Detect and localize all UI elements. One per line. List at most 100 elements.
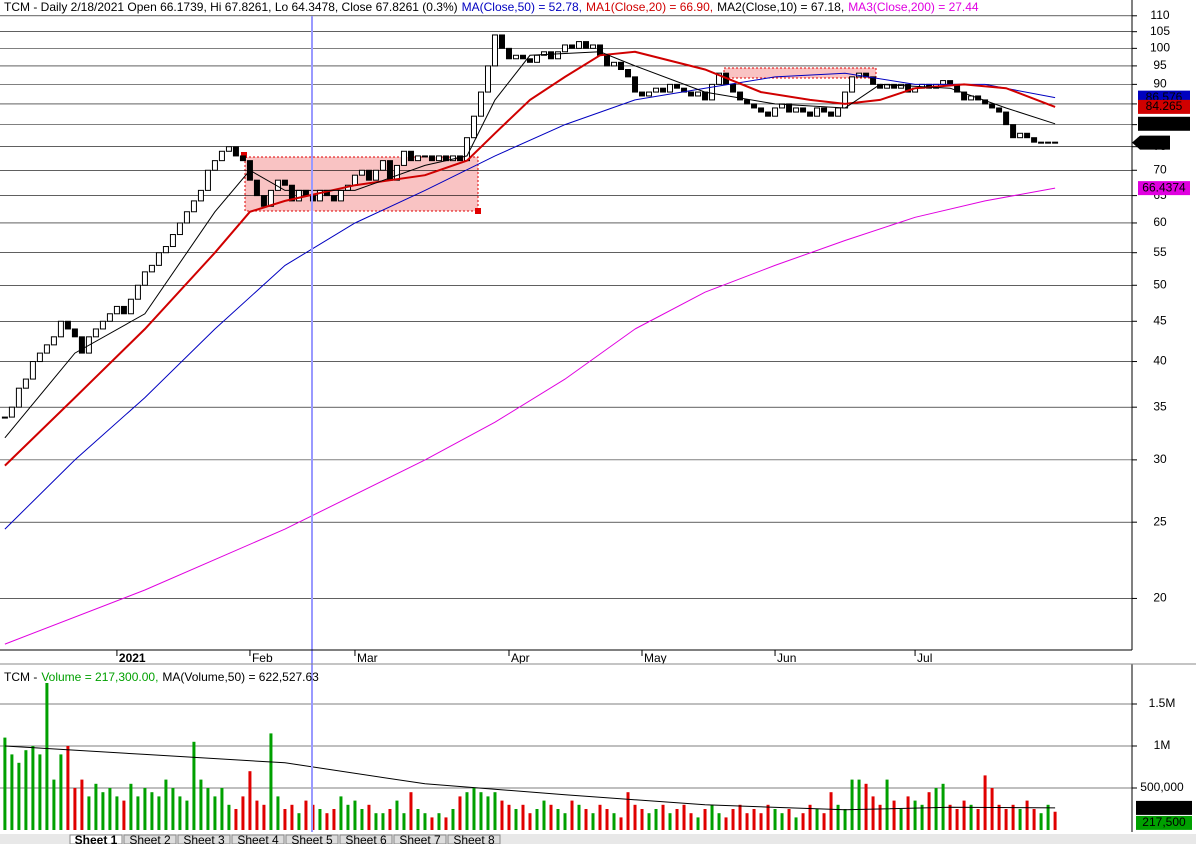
volume-bar xyxy=(465,792,469,830)
volume-bar xyxy=(514,809,518,830)
volume-bar xyxy=(612,813,616,830)
candle xyxy=(667,83,674,93)
legend-entry: Volume = 217,300.00, xyxy=(41,670,158,684)
volume-bar xyxy=(59,754,63,830)
candle xyxy=(211,160,218,171)
volume-bar xyxy=(759,813,763,830)
candle xyxy=(239,155,246,162)
candle xyxy=(653,87,660,93)
candle xyxy=(204,169,211,191)
volume-bar xyxy=(66,746,70,830)
volume-bar xyxy=(584,809,588,830)
candle xyxy=(758,107,765,113)
candle xyxy=(491,34,498,67)
candle xyxy=(288,184,295,202)
volume-bar xyxy=(178,796,182,830)
candle xyxy=(190,200,197,213)
volume-bar xyxy=(696,817,700,830)
candle xyxy=(463,137,470,162)
sheet-tab[interactable] xyxy=(231,834,285,844)
x-tick-label: Feb xyxy=(252,651,273,665)
legend-entry: MA(Volume,50) = 622,527.63 xyxy=(162,670,319,684)
candle xyxy=(358,169,365,176)
sheet-tab-label: Sheet 1 xyxy=(75,833,118,844)
volume-bar xyxy=(1018,809,1022,830)
volume-bar xyxy=(31,746,35,830)
volume-bar xyxy=(948,804,952,830)
volume-bar xyxy=(381,813,385,830)
box-handle xyxy=(241,152,247,158)
volume-bar xyxy=(542,800,546,830)
sheet-tab[interactable] xyxy=(447,834,501,844)
candle xyxy=(849,76,856,93)
volume-bar xyxy=(773,809,777,830)
volume-bar xyxy=(360,809,364,830)
candle xyxy=(281,179,288,186)
tab-bar xyxy=(0,834,1196,844)
candle xyxy=(828,111,835,117)
sheet-tab[interactable] xyxy=(339,834,393,844)
close-value-tag: 75.9 xyxy=(1143,135,1167,149)
candle xyxy=(428,155,435,162)
y-tick-label: 105 xyxy=(1150,24,1170,38)
candle xyxy=(71,328,78,338)
volume-bar xyxy=(73,788,77,830)
candle xyxy=(8,406,15,418)
sheet-tab[interactable] xyxy=(393,834,447,844)
volume-bar xyxy=(717,813,721,830)
volume-bar xyxy=(850,779,854,830)
candle xyxy=(176,222,183,236)
volume-bar xyxy=(367,804,371,830)
candle xyxy=(15,387,22,408)
close-tag-bg xyxy=(1132,135,1170,150)
volume-bar xyxy=(304,800,308,830)
sheet-tab[interactable] xyxy=(177,834,231,844)
y-tick-label: 95 xyxy=(1153,58,1167,72)
volume-bar xyxy=(815,809,819,830)
candle xyxy=(183,211,190,224)
volume-bar xyxy=(962,800,966,830)
candle xyxy=(127,298,134,315)
volume-bar xyxy=(605,809,609,830)
candle xyxy=(674,83,681,89)
volume-bar xyxy=(892,800,896,830)
volume-bar xyxy=(794,817,798,830)
sheet-tab[interactable] xyxy=(69,834,123,844)
volume-bar xyxy=(213,796,217,830)
volume-bar xyxy=(423,813,427,830)
candle xyxy=(253,179,260,197)
volume-bar xyxy=(577,804,581,830)
candle xyxy=(1,416,8,419)
volume-bar xyxy=(843,809,847,830)
candle xyxy=(744,99,751,105)
volume-bar xyxy=(115,796,119,830)
y-tick-label: 100 xyxy=(1150,41,1170,55)
candle xyxy=(1024,132,1031,139)
sheet-tab[interactable] xyxy=(285,834,339,844)
volume-bar xyxy=(353,800,357,830)
volume-bar xyxy=(486,796,490,830)
ma-value-tag-bg xyxy=(1138,99,1190,114)
volume-bar xyxy=(801,813,805,830)
sheet-tab[interactable] xyxy=(123,834,177,844)
volume-bar xyxy=(269,733,273,830)
x-tick-label: May xyxy=(644,651,667,665)
candle xyxy=(821,107,828,113)
candle xyxy=(50,336,57,346)
volume-bar xyxy=(913,800,917,830)
volume-bar xyxy=(101,792,105,830)
volume-bar xyxy=(836,804,840,830)
volume-bar xyxy=(479,792,483,830)
candle xyxy=(141,271,148,286)
candle xyxy=(337,189,344,202)
volume-bar xyxy=(507,804,511,830)
candle xyxy=(498,34,505,49)
candle xyxy=(197,189,204,202)
volume-bar xyxy=(808,804,812,830)
legend-entry: MA(Close,50) = 52.78, xyxy=(462,0,582,14)
candle xyxy=(134,284,141,300)
volume-bar xyxy=(129,783,133,830)
candle xyxy=(1045,141,1052,144)
candle xyxy=(842,91,849,109)
